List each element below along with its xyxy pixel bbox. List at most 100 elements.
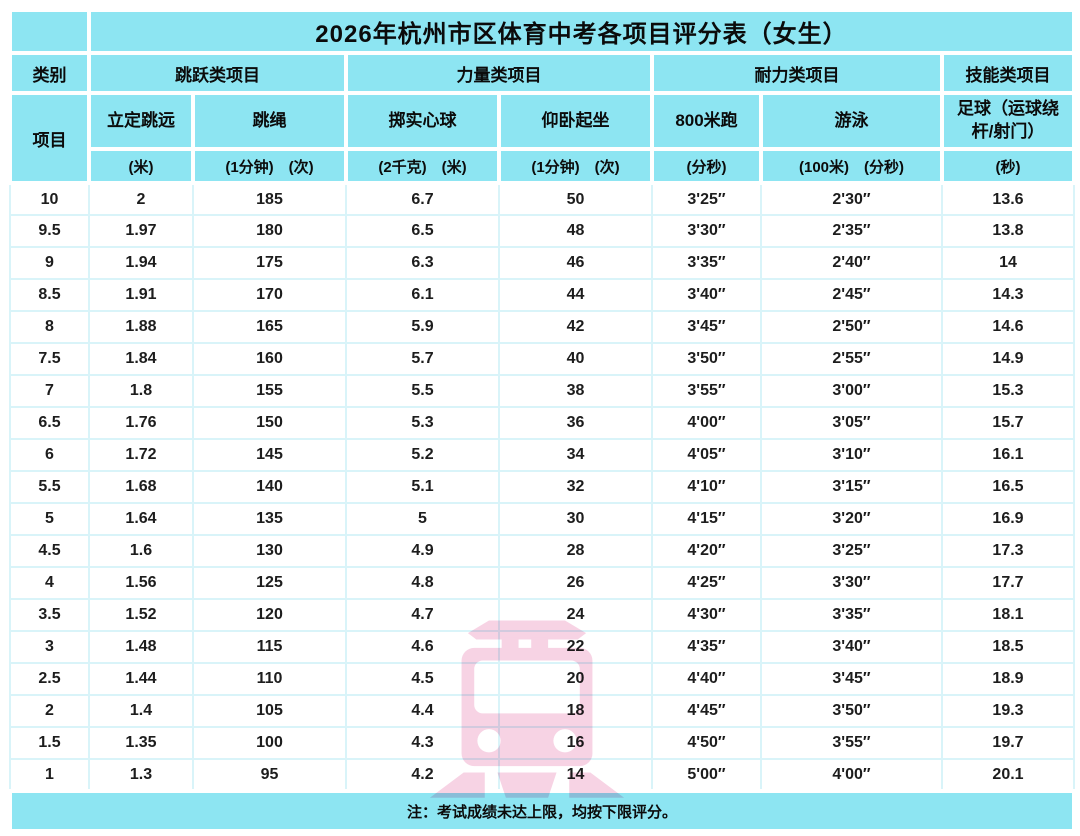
score-cell: 5	[9, 502, 90, 536]
value-cell: 17.7	[941, 566, 1075, 600]
table-row: 5.5 1.68 140 5.1 32 4'10″ 3'15″ 16.5	[9, 470, 1075, 504]
value-cell: 130	[192, 534, 347, 568]
value-cell: 4.4	[345, 694, 500, 728]
value-cell: 150	[192, 406, 347, 440]
value-cell: 2'55″	[760, 342, 943, 376]
value-cell: 1.84	[88, 342, 194, 376]
value-cell: 3'40″	[651, 278, 762, 312]
item-solid-ball-throw: 掷实心球	[344, 91, 501, 151]
value-cell: 1.3	[88, 758, 194, 792]
value-cell: 115	[192, 630, 347, 664]
value-cell: 20.1	[941, 758, 1075, 792]
score-cell: 9.5	[9, 214, 90, 248]
value-cell: 6.7	[345, 182, 500, 216]
value-cell: 185	[192, 182, 347, 216]
value-cell: 145	[192, 438, 347, 472]
value-cell: 16.5	[941, 470, 1075, 504]
group-endurance: 耐力类项目	[650, 51, 944, 95]
value-cell: 1.44	[88, 662, 194, 696]
table-row: 1.5 1.35 100 4.3 16 4'50″ 3'55″ 19.7	[9, 726, 1075, 760]
score-cell: 6.5	[9, 406, 90, 440]
value-cell: 34	[498, 438, 653, 472]
value-cell: 4.8	[345, 566, 500, 600]
item-800m-run: 800米跑	[650, 91, 763, 151]
value-cell: 3'25″	[651, 182, 762, 216]
item-swimming: 游泳	[759, 91, 944, 151]
value-cell: 3'45″	[651, 310, 762, 344]
value-cell: 1.56	[88, 566, 194, 600]
value-cell: 17.3	[941, 534, 1075, 568]
value-cell: 5	[345, 502, 500, 536]
value-cell: 4'50″	[651, 726, 762, 760]
category-row: 类别 跳跃类项目 力量类项目 耐力类项目 技能类项目	[8, 51, 1076, 95]
value-cell: 2'30″	[760, 182, 943, 216]
value-cell: 16	[498, 726, 653, 760]
item-label: 项目	[8, 91, 91, 185]
value-cell: 18.1	[941, 598, 1075, 632]
score-cell: 10	[9, 182, 90, 216]
value-cell: 18	[498, 694, 653, 728]
value-cell: 3'30″	[760, 566, 943, 600]
value-cell: 4.9	[345, 534, 500, 568]
item-sit-ups: 仰卧起坐	[497, 91, 654, 151]
table-row: 6 1.72 145 5.2 34 4'05″ 3'10″ 16.1	[9, 438, 1075, 472]
score-cell: 4	[9, 566, 90, 600]
value-cell: 36	[498, 406, 653, 440]
value-cell: 4'30″	[651, 598, 762, 632]
table-row: 5 1.64 135 5 30 4'15″ 3'20″ 16.9	[9, 502, 1075, 536]
group-strength: 力量类项目	[344, 51, 654, 95]
value-cell: 4.7	[345, 598, 500, 632]
score-cell: 4.5	[9, 534, 90, 568]
value-cell: 3'35″	[651, 246, 762, 280]
value-cell: 3'45″	[760, 662, 943, 696]
value-cell: 5.5	[345, 374, 500, 408]
value-cell: 19.3	[941, 694, 1075, 728]
table-row: 8 1.88 165 5.9 42 3'45″ 2'50″ 14.6	[9, 310, 1075, 344]
table-row: 9 1.94 175 6.3 46 3'35″ 2'40″ 14	[9, 246, 1075, 280]
score-cell: 7.5	[9, 342, 90, 376]
value-cell: 135	[192, 502, 347, 536]
value-cell: 4'15″	[651, 502, 762, 536]
value-cell: 3'05″	[760, 406, 943, 440]
table-row: 2 1.4 105 4.4 18 4'45″ 3'50″ 19.3	[9, 694, 1075, 728]
value-cell: 4'00″	[760, 758, 943, 792]
value-cell: 175	[192, 246, 347, 280]
unit-swim: (100米) (分秒)	[759, 147, 944, 185]
value-cell: 38	[498, 374, 653, 408]
value-cell: 1.35	[88, 726, 194, 760]
value-cell: 22	[498, 630, 653, 664]
unit-ball: (2千克) (米)	[344, 147, 501, 185]
value-cell: 14.3	[941, 278, 1075, 312]
note-row: 注：考试成绩未达上限，均按下限评分。	[8, 789, 1076, 833]
table-row: 8.5 1.91 170 6.1 44 3'40″ 2'45″ 14.3	[9, 278, 1075, 312]
value-cell: 14.9	[941, 342, 1075, 376]
table-row: 2.5 1.44 110 4.5 20 4'40″ 3'45″ 18.9	[9, 662, 1075, 696]
value-cell: 44	[498, 278, 653, 312]
value-cell: 14.6	[941, 310, 1075, 344]
value-cell: 1.94	[88, 246, 194, 280]
score-cell: 9	[9, 246, 90, 280]
value-cell: 1.4	[88, 694, 194, 728]
value-cell: 140	[192, 470, 347, 504]
value-cell: 1.68	[88, 470, 194, 504]
value-cell: 28	[498, 534, 653, 568]
value-cell: 16.9	[941, 502, 1075, 536]
value-cell: 18.5	[941, 630, 1075, 664]
value-cell: 6.3	[345, 246, 500, 280]
value-cell: 5.9	[345, 310, 500, 344]
score-cell: 3	[9, 630, 90, 664]
score-table-body: 10 2 185 6.7 50 3'25″ 2'30″ 13.6 9.5 1.97 180 6.5 48…	[9, 182, 1075, 792]
value-cell: 15.3	[941, 374, 1075, 408]
value-cell: 1.88	[88, 310, 194, 344]
item-standing-long-jump: 立定跳远	[87, 91, 195, 151]
score-cell: 8.5	[9, 278, 90, 312]
value-cell: 14	[941, 246, 1075, 280]
value-cell: 120	[192, 598, 347, 632]
table-row: 7.5 1.84 160 5.7 40 3'50″ 2'55″ 14.9	[9, 342, 1075, 376]
value-cell: 1.76	[88, 406, 194, 440]
value-cell: 1.6	[88, 534, 194, 568]
value-cell: 1.48	[88, 630, 194, 664]
value-cell: 3'50″	[760, 694, 943, 728]
value-cell: 50	[498, 182, 653, 216]
